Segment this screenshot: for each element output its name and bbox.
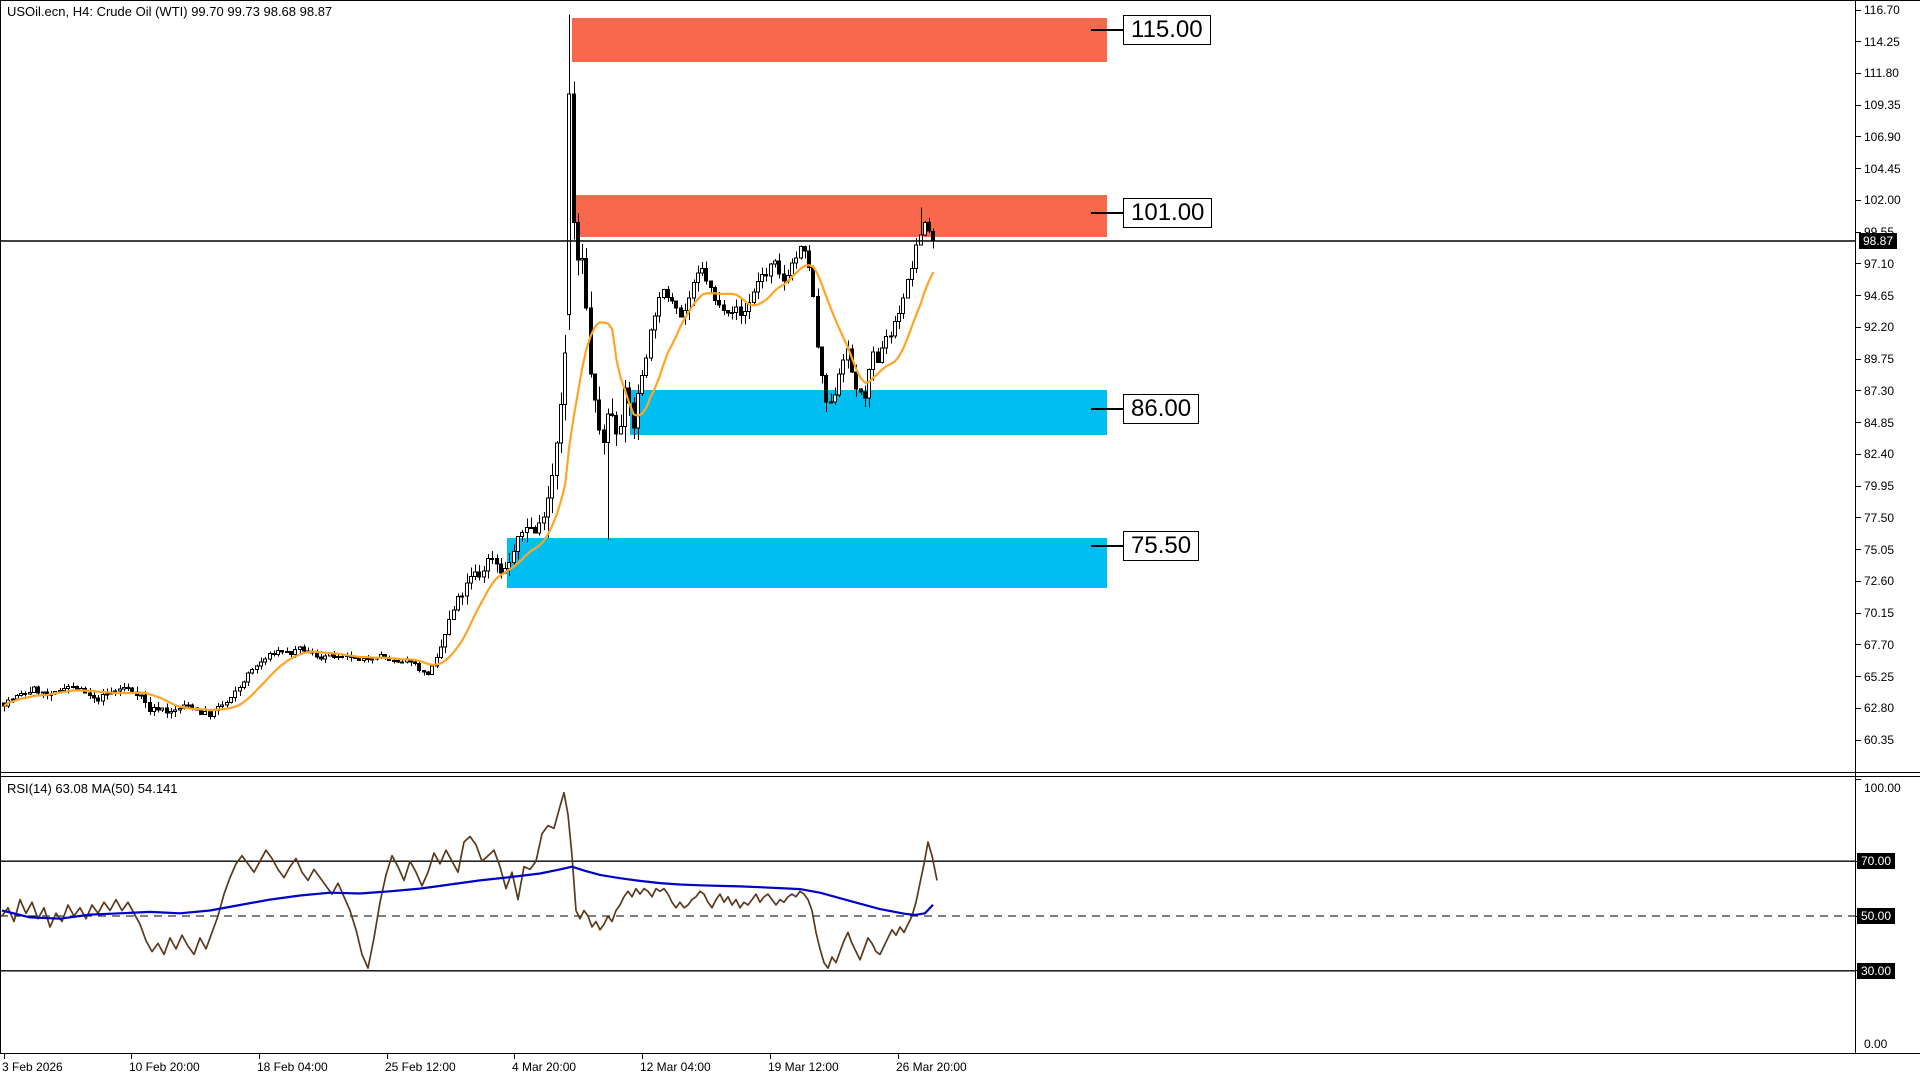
price-axis-label: 75.05 bbox=[1864, 542, 1895, 557]
time-axis-tick bbox=[387, 1054, 388, 1059]
price-axis-tick bbox=[1855, 613, 1861, 614]
demand-zone[interactable] bbox=[507, 538, 1107, 589]
symbol-info-header: USOil.ecn, H4: Crude Oil (WTI) 99.70 99.… bbox=[7, 4, 333, 19]
price-axis-tick bbox=[1855, 422, 1861, 423]
chart-plot-area[interactable] bbox=[0, 0, 1855, 1053]
price-axis-label: 92.20 bbox=[1864, 320, 1895, 335]
moving-average-line bbox=[3, 264, 935, 712]
time-axis-tick bbox=[131, 1054, 132, 1059]
zone-label-connector bbox=[1091, 212, 1123, 214]
price-axis-tick bbox=[1855, 390, 1861, 391]
time-axis-label: 3 Feb 2026 bbox=[2, 1060, 63, 1074]
price-axis-label: 111.80 bbox=[1864, 66, 1899, 81]
price-axis-label: 67.70 bbox=[1864, 637, 1895, 652]
price-axis-tick bbox=[1855, 581, 1861, 582]
price-axis-tick bbox=[1855, 708, 1861, 709]
pane-separator-upper bbox=[0, 772, 1920, 773]
price-axis-tick bbox=[1855, 263, 1861, 264]
price-axis-label: 109.35 bbox=[1864, 98, 1901, 113]
time-axis-tick bbox=[642, 1054, 643, 1059]
price-axis-label: 104.45 bbox=[1864, 161, 1901, 176]
window-top-border bbox=[0, 0, 1920, 1]
price-axis-label: 65.25 bbox=[1864, 669, 1895, 684]
price-axis-label: 114.25 bbox=[1864, 34, 1900, 49]
rsi-indicator-label: RSI(14) 63.08 MA(50) 54.141 bbox=[7, 781, 178, 796]
price-axis-tick bbox=[1855, 327, 1861, 328]
price-axis-label: 102.00 bbox=[1864, 193, 1901, 208]
zone-price-label[interactable]: 75.50 bbox=[1123, 531, 1200, 561]
price-axis-label: 87.30 bbox=[1864, 383, 1895, 398]
rsi-level-lines bbox=[0, 860, 1855, 972]
rsi-ma-line bbox=[1, 865, 934, 920]
price-axis-label: 77.50 bbox=[1864, 510, 1895, 525]
price-axis-label: 79.95 bbox=[1864, 479, 1895, 494]
price-axis-tick bbox=[1855, 676, 1861, 677]
rsi-axis-label: 0.00 bbox=[1864, 1037, 1888, 1051]
time-axis-tick bbox=[4, 1054, 5, 1059]
price-axis-tick bbox=[1855, 295, 1861, 296]
price-axis-tick bbox=[1855, 136, 1861, 137]
price-axis-line bbox=[1855, 0, 1856, 1053]
price-axis-tick bbox=[1855, 168, 1861, 169]
time-axis-label: 26 Mar 20:00 bbox=[896, 1060, 967, 1074]
time-axis-line bbox=[0, 1053, 1920, 1054]
rsi-axis-label: 100.00 bbox=[1864, 781, 1901, 795]
zone-price-label[interactable]: 101.00 bbox=[1123, 198, 1213, 228]
pane-separator-lower bbox=[0, 776, 1920, 777]
price-axis-tick bbox=[1855, 454, 1861, 455]
price-axis-label: 82.40 bbox=[1864, 447, 1895, 462]
price-axis-label: 94.65 bbox=[1864, 288, 1895, 303]
price-axis-label: 62.80 bbox=[1864, 701, 1895, 716]
rsi-level-label: 70.00 bbox=[1857, 853, 1896, 870]
time-axis-label: 10 Feb 20:00 bbox=[129, 1060, 200, 1074]
price-axis-tick bbox=[1855, 644, 1861, 645]
price-axis-label: 116.70 bbox=[1864, 3, 1900, 17]
price-axis-label: 70.15 bbox=[1864, 606, 1895, 621]
rsi-level-label: 50.00 bbox=[1857, 908, 1896, 924]
candlesticks bbox=[2, 14, 935, 720]
price-axis-label: 97.10 bbox=[1864, 256, 1895, 271]
zone-label-connector bbox=[1091, 545, 1123, 547]
supply-zone[interactable] bbox=[576, 194, 1107, 238]
price-axis-tick bbox=[1855, 41, 1861, 42]
price-axis-tick bbox=[1855, 105, 1861, 106]
rsi-axis-tick bbox=[1855, 1053, 1861, 1054]
time-axis-label: 19 Mar 12:00 bbox=[768, 1060, 839, 1074]
price-axis-tick bbox=[1855, 10, 1861, 11]
price-axis-tick bbox=[1855, 73, 1861, 74]
time-axis-label: 4 Mar 20:00 bbox=[512, 1060, 577, 1074]
price-axis-label: 106.90 bbox=[1864, 129, 1901, 144]
window-left-border bbox=[0, 0, 1, 1053]
time-axis-tick bbox=[514, 1054, 515, 1059]
rsi-line bbox=[1, 791, 938, 969]
price-axis-tick bbox=[1855, 200, 1861, 201]
price-axis-tick bbox=[1855, 359, 1861, 360]
price-axis-label: 84.85 bbox=[1864, 415, 1895, 430]
zone-label-connector bbox=[1091, 408, 1123, 410]
price-axis-label: 60.35 bbox=[1864, 733, 1895, 747]
zone-price-label[interactable]: 115.00 bbox=[1123, 15, 1211, 45]
time-axis-label: 25 Feb 12:00 bbox=[385, 1060, 456, 1074]
price-axis-tick bbox=[1855, 517, 1861, 518]
price-axis-label: 72.60 bbox=[1864, 574, 1895, 589]
rsi-axis-tick bbox=[1855, 779, 1861, 780]
price-axis-tick bbox=[1855, 232, 1861, 233]
zone-label-connector bbox=[1091, 29, 1123, 31]
time-axis-label: 12 Mar 04:00 bbox=[640, 1060, 711, 1074]
rsi-level-label: 30.00 bbox=[1857, 962, 1896, 979]
time-axis-label: 18 Feb 04:00 bbox=[257, 1060, 328, 1074]
price-axis-label: 89.75 bbox=[1864, 352, 1895, 367]
current-price-label: 98.87 bbox=[1859, 233, 1898, 249]
time-axis-tick bbox=[898, 1054, 899, 1059]
zone-price-label[interactable]: 86.00 bbox=[1123, 394, 1200, 424]
time-axis-tick bbox=[259, 1054, 260, 1059]
price-axis-tick bbox=[1855, 486, 1861, 487]
price-axis-tick bbox=[1855, 549, 1861, 550]
price-axis-tick bbox=[1855, 740, 1861, 741]
time-axis-tick bbox=[770, 1054, 771, 1059]
supply-zone[interactable] bbox=[572, 18, 1107, 63]
